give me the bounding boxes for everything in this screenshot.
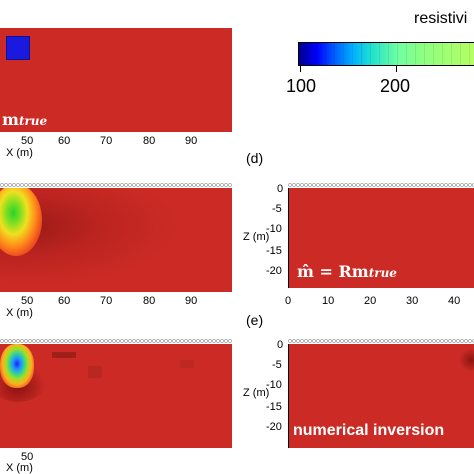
panel-d-x-tick-30: 30	[406, 295, 419, 307]
panel-e-electrodes	[288, 338, 474, 344]
panel-d-x-tick-40: 40	[448, 295, 461, 307]
mid-left-x-tick-50: 50	[21, 295, 34, 307]
colorbar	[298, 42, 474, 66]
mid-left-electrodes	[0, 182, 232, 188]
colorbar-tick-label-200: 200	[380, 76, 411, 96]
bottom-left-anomaly	[0, 344, 34, 388]
panel-d-z-tick-5: -5	[272, 203, 282, 215]
panel-d-letter: (d)	[246, 150, 264, 166]
mid-left-x-tick-70: 70	[100, 295, 113, 307]
colorbar-tick-100	[300, 66, 301, 72]
panel-e-z-tick-5: -5	[272, 359, 282, 371]
panel-d-x-tick-20: 20	[364, 295, 377, 307]
panel-d-z-tick-0: 0	[277, 183, 284, 195]
panel-d-model: m̂ = Rmtrue	[288, 188, 474, 288]
panel-bottom-left-model	[0, 344, 232, 448]
panel-e-letter: (e)	[246, 312, 264, 328]
colorbar-dark-segments	[299, 43, 474, 65]
top-left-x-tick-90: 90	[185, 135, 198, 147]
mid-left-x-tick-80: 80	[143, 295, 156, 307]
mid-left-x-tick-60: 60	[58, 295, 71, 307]
panel-e-label: numerical inversion	[293, 422, 445, 439]
bottom-left-x-axis-label: X (m)	[6, 462, 33, 474]
top-left-x-tick-70: 70	[100, 135, 113, 147]
panel-top-left-model: mtrue	[0, 28, 232, 132]
panel-e-z-tick-20: -20	[266, 421, 282, 433]
panel-e-z-axis-label: Z (m)	[243, 387, 270, 399]
colorbar-tick-200	[396, 66, 397, 72]
true-anomaly-block	[6, 36, 30, 60]
mid-left-x-axis-label: X (m)	[6, 307, 33, 319]
panel-e-model: numerical inversion	[288, 344, 474, 448]
top-left-x-tick-80: 80	[143, 135, 156, 147]
panel-d-z-tick-15: -15	[266, 245, 282, 257]
colorbar-tick-label-100: 100	[286, 76, 317, 96]
bottom-left-artifact-3	[180, 360, 194, 368]
panel-mid-left-model	[0, 188, 232, 292]
top-left-x-tick-60: 60	[58, 135, 71, 147]
panel-d-formula: m̂ = Rmtrue	[297, 262, 397, 281]
panel-d-x-tick-0: 0	[285, 295, 292, 307]
panel-d-z-tick-20: -20	[266, 265, 282, 277]
panel-top-left-label: mtrue	[2, 110, 48, 129]
panel-d-z-axis-label: Z (m)	[243, 231, 270, 243]
colorbar-title: resistivi	[414, 10, 468, 27]
panel-e-z-tick-10: -10	[266, 379, 282, 391]
bottom-left-x-tick-50: 50	[21, 451, 34, 463]
bottom-left-artifact-1	[52, 352, 76, 358]
mid-left-x-tick-90: 90	[185, 295, 198, 307]
bottom-left-artifact-2	[88, 366, 102, 378]
panel-e-z-tick-15: -15	[266, 401, 282, 413]
top-left-x-axis-label: X (m)	[6, 147, 33, 159]
top-left-x-tick-50: 50	[21, 135, 34, 147]
bottom-left-electrodes	[0, 338, 232, 344]
panel-e-z-tick-0: 0	[277, 339, 284, 351]
panel-d-z-tick-10: -10	[266, 223, 282, 235]
panel-e-anomaly-edge	[459, 348, 474, 372]
panel-d-x-tick-10: 10	[322, 295, 335, 307]
panel-d-electrodes	[288, 182, 474, 188]
